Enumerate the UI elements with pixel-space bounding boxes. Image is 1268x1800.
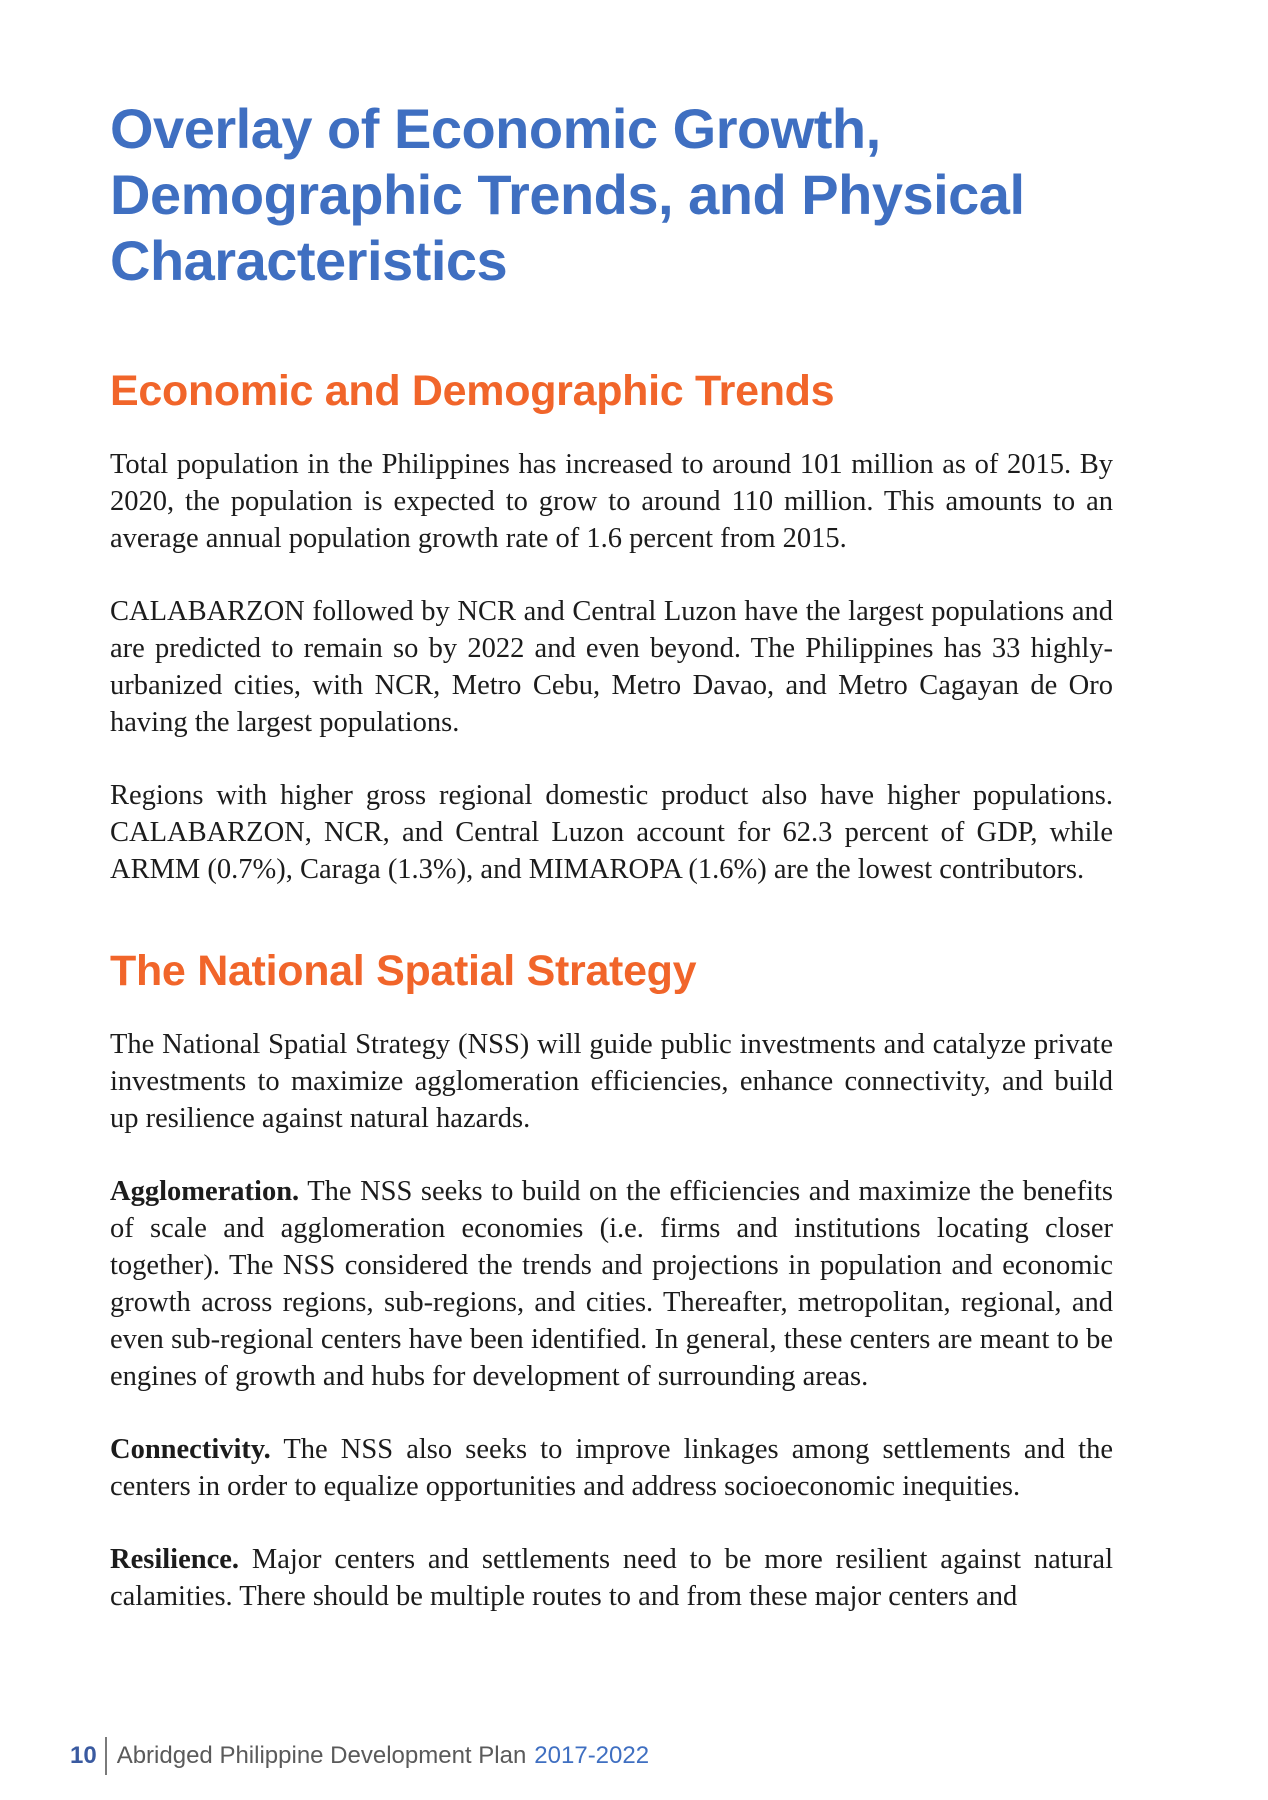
footer-document-title: Abridged Philippine Development Plan (116, 1742, 527, 1769)
footer-document-years: 2017-2022 (534, 1742, 650, 1769)
connectivity-text: The NSS also seeks to improve linkages a… (110, 1434, 1113, 1502)
page-number: 10 (70, 1742, 97, 1769)
paragraph-population: Total population in the Philippines has … (110, 449, 1113, 554)
paragraph-nss-intro: The National Spatial Strategy (NSS) will… (110, 1029, 1113, 1134)
paragraph-resilience: Resilience. Major centers and settlement… (110, 1541, 1113, 1615)
section-heading-economic-demographic: Economic and Demographic Trends (110, 367, 835, 415)
page-title: Overlay of Economic Growth, Demographic … (110, 97, 1025, 292)
resilience-text: Major centers and settlements need to be… (110, 1544, 1113, 1612)
page-content: Overlay of Economic Growth, Demographic … (110, 96, 1113, 1615)
agglomeration-lead: Agglomeration. (110, 1176, 300, 1207)
agglomeration-text: The NSS seeks to build on the efficienci… (110, 1176, 1113, 1392)
paragraph-grdp: Regions with higher gross regional domes… (110, 780, 1113, 885)
resilience-lead: Resilience. (110, 1544, 240, 1575)
connectivity-lead: Connectivity. (110, 1434, 271, 1465)
section-heading-national-spatial-strategy: The National Spatial Strategy (110, 947, 697, 995)
footer-divider (104, 1737, 107, 1775)
paragraph-connectivity: Connectivity. The NSS also seeks to impr… (110, 1431, 1113, 1505)
paragraph-agglomeration: Agglomeration. The NSS seeks to build on… (110, 1173, 1113, 1395)
page-footer: 10 Abridged Philippine Development Plan … (70, 1737, 650, 1775)
paragraph-regions-population: CALABARZON followed by NCR and Central L… (110, 596, 1113, 738)
